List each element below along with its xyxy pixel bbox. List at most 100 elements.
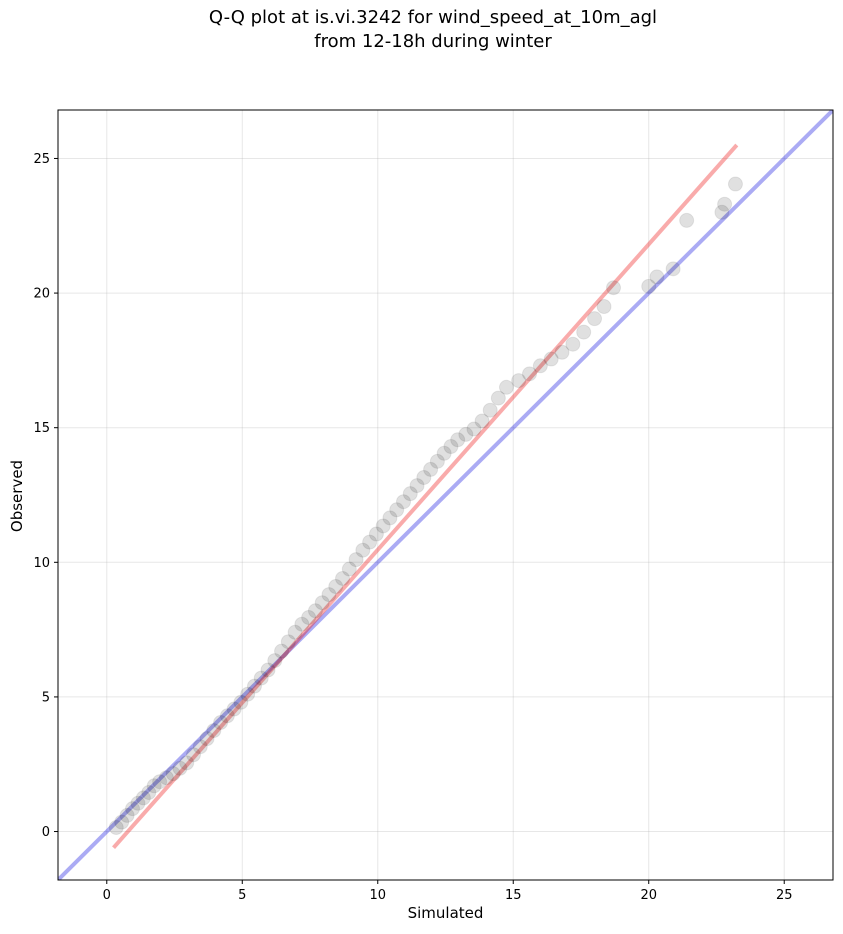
x-tick-label: 0 (103, 888, 111, 903)
quantile-point (348, 552, 364, 568)
quantile-point (362, 534, 378, 550)
quantile-point (576, 324, 592, 340)
quantile-point (587, 311, 603, 327)
lines (58, 110, 833, 880)
y-tick-label: 15 (33, 421, 50, 436)
quantile-point (314, 595, 330, 611)
fit-line (112, 143, 739, 850)
chart-title-line-1: Q-Q plot at is.vi.3242 for wind_speed_at… (208, 7, 658, 28)
quantile-point (185, 747, 201, 763)
quantile-point (199, 731, 215, 747)
quantile-point (240, 686, 256, 702)
quantile-points (108, 176, 743, 835)
quantile-point (458, 426, 474, 442)
quantile-point (125, 801, 141, 817)
quantile-point (416, 470, 432, 485)
x-tick-label: 20 (640, 888, 657, 903)
quantile-point (375, 518, 391, 534)
quantile-point (301, 610, 317, 625)
x-tick-label: 10 (369, 888, 386, 903)
quantile-point (246, 678, 262, 694)
quantile-point (382, 510, 398, 526)
quantile-point (482, 402, 498, 418)
reference-line (58, 110, 833, 880)
quantile-point (321, 587, 337, 603)
quantile-point (522, 366, 538, 382)
quantile-point (450, 432, 466, 448)
quantile-point (395, 494, 411, 510)
x-tick-label: 15 (505, 888, 522, 903)
y-tick-label: 25 (33, 152, 50, 167)
chart-title: Q-Q plot at is.vi.3242 for wind_speed_at… (0, 6, 843, 54)
y-tick-label: 10 (33, 556, 50, 571)
quantile-point (267, 653, 283, 669)
axis-ticks: 0 5 10 15 20 25 0 5 10 15 20 25 (33, 152, 792, 903)
grid (58, 110, 833, 880)
quantile-point (641, 278, 657, 294)
quantile-point (294, 616, 310, 632)
quantile-point (679, 212, 695, 228)
quantile-point (389, 502, 405, 518)
quantile-point (253, 670, 269, 686)
quantile-point (355, 542, 371, 558)
quantile-point (665, 261, 681, 277)
quantile-point (307, 603, 323, 619)
quantile-point (119, 807, 135, 823)
quantile-point (727, 176, 743, 192)
quantile-point (260, 662, 276, 678)
quantile-point (146, 778, 162, 794)
quantile-point (717, 196, 733, 212)
quantile-point (335, 570, 351, 586)
quantile-point (606, 280, 622, 296)
quantile-point (543, 351, 559, 367)
quantile-point (280, 634, 296, 650)
quantile-point (206, 723, 222, 739)
quantile-point (287, 624, 303, 640)
quantile-point (466, 421, 482, 437)
x-tick-label: 25 (776, 888, 793, 903)
quantile-point (274, 643, 290, 659)
quantile-point (565, 336, 581, 352)
quantile-point (498, 379, 514, 395)
chart-title-line-2: from 12-18h during winter (314, 31, 552, 52)
y-axis-label: Observed (8, 459, 26, 533)
quantile-point (429, 453, 445, 469)
quantile-point (532, 358, 548, 374)
quantile-point (219, 708, 235, 724)
quantile-point (402, 486, 418, 502)
quantile-point (490, 390, 506, 406)
quantile-point (714, 204, 730, 220)
quantile-point (341, 561, 357, 577)
quantile-point (179, 755, 195, 771)
quantile-point (108, 820, 124, 835)
quantile-point (114, 814, 130, 830)
x-tick-label: 5 (238, 888, 246, 903)
quantile-point (152, 774, 168, 790)
y-tick-label: 0 (42, 825, 50, 840)
quantile-point (130, 795, 146, 811)
quantile-point (158, 770, 174, 786)
plot-frame (57, 109, 834, 881)
quantile-point (226, 701, 242, 717)
quantile-point (423, 461, 439, 477)
quantile-point (328, 579, 344, 595)
quantile-point (554, 344, 570, 360)
quantile-point (368, 526, 384, 542)
quantile-point (213, 715, 229, 730)
x-axis-label: Simulated (407, 904, 484, 922)
quantile-point (436, 445, 452, 461)
quantile-point (409, 478, 425, 494)
quantile-point (192, 739, 208, 755)
quantile-point (649, 269, 665, 285)
y-tick-label: 20 (33, 287, 50, 302)
quantile-point (511, 373, 527, 389)
quantile-point (443, 439, 459, 455)
quantile-point (141, 785, 157, 800)
quantile-point (474, 413, 490, 429)
quantile-point (172, 760, 188, 776)
quantile-point (165, 766, 181, 782)
quantile-point (233, 694, 249, 710)
quantile-point (135, 790, 151, 806)
y-tick-label: 5 (42, 690, 50, 705)
